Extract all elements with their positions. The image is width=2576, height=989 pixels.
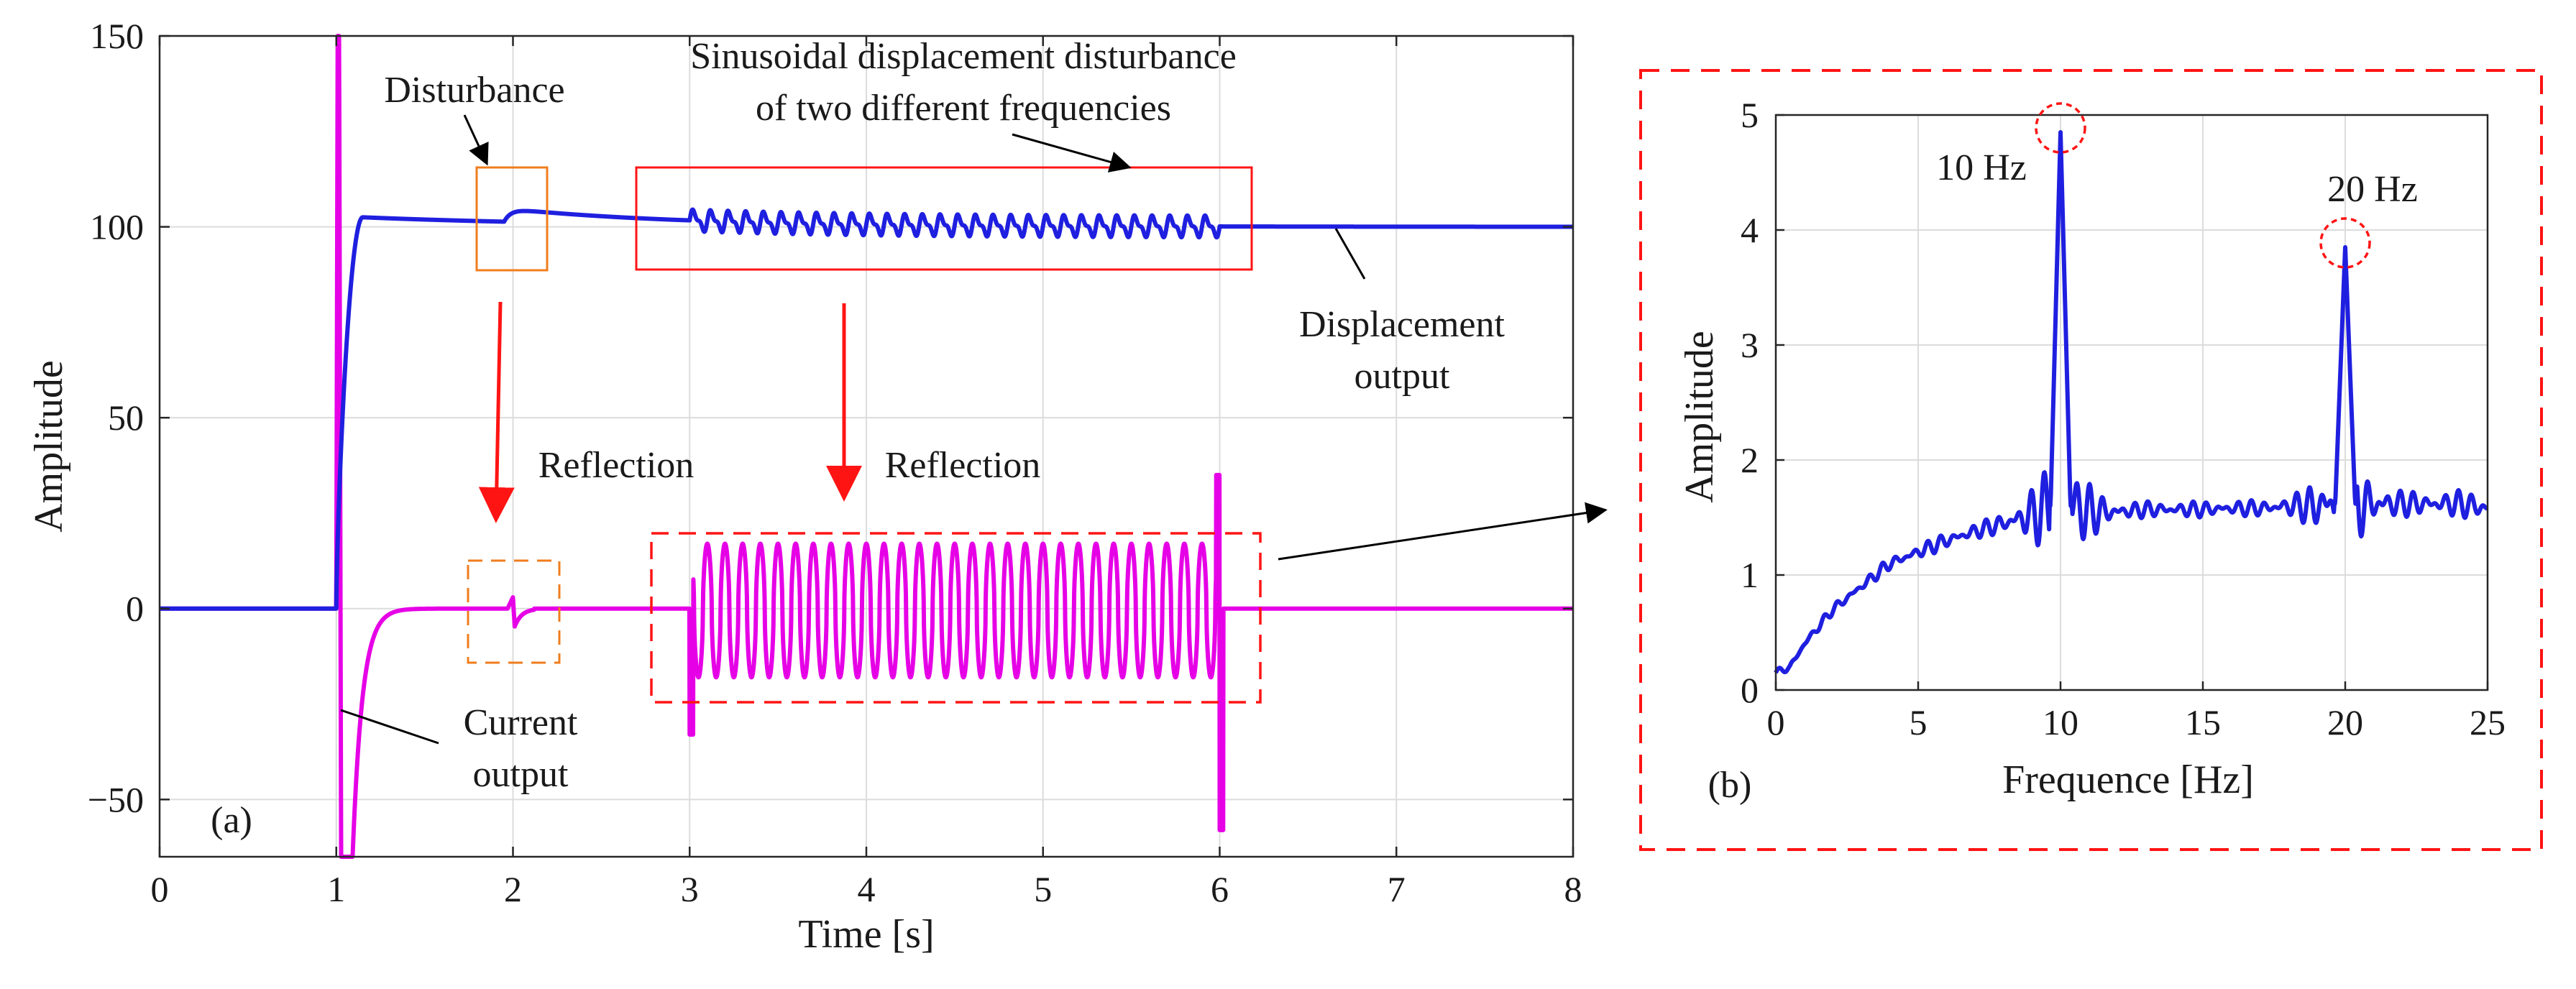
x-tick-label: 3: [681, 869, 699, 909]
y-tick-label: 2: [1741, 440, 1759, 480]
y-tick-label: 0: [1741, 670, 1759, 710]
grid-b: [1776, 115, 2488, 690]
y-axis-label-b: Amplitude: [1677, 331, 1722, 503]
ticks-a: 0 1 2 3 4 5 6 7 8 −50 0 50 100 150: [88, 16, 1582, 909]
current-label-line1: Current: [464, 702, 578, 743]
reflection-label-left: Reflection: [538, 445, 695, 486]
reflection-label-right: Reflection: [885, 445, 1041, 486]
sinusoidal-label-line2: of two different frequencies: [756, 88, 1171, 129]
panel-label-a: (a): [211, 800, 252, 841]
y-tick-label: 4: [1741, 210, 1759, 250]
disturbance-pointer: [463, 114, 489, 166]
panel-b-frame: [1639, 69, 2543, 851]
spectrum-line: [1774, 130, 2490, 675]
y-tick-label: −50: [88, 779, 144, 819]
x-tick-label: 2: [504, 869, 522, 909]
y-axis-label-a: Amplitude: [27, 360, 71, 533]
sinusoidal-box: [635, 166, 1253, 271]
displacement-label-line1: Displacement: [1299, 304, 1505, 345]
x-tick-label: 7: [1388, 869, 1406, 909]
y-tick-label: 100: [90, 207, 144, 247]
x-tick-label: 10: [2043, 702, 2078, 742]
panel-b: 0 5 10 15 20 25 0 1 2 3 4 5 10 Hz 20 Hz Frequence [H…: [1639, 69, 2543, 851]
peak-label-0: 10 Hz: [1936, 147, 2027, 188]
x-tick-label: 5: [1910, 702, 1928, 742]
x-tick-label: 5: [1034, 869, 1052, 909]
x-tick-label: 8: [1564, 869, 1582, 909]
series-b: [1774, 130, 2490, 675]
y-tick-label: 50: [108, 397, 144, 438]
displacement-pointer: [1334, 228, 1366, 280]
current-disturbance-box: [467, 559, 561, 664]
x-axis-label-a: Time [s]: [798, 912, 934, 957]
x-tick-label: 0: [151, 869, 169, 909]
x-tick-label: 15: [2185, 702, 2221, 742]
y-tick-label: 150: [90, 16, 144, 56]
zoom-connector-arrow: [1278, 502, 1608, 561]
x-tick-label: 25: [2470, 702, 2506, 742]
x-tick-label: 1: [327, 869, 345, 909]
x-tick-label: 0: [1767, 702, 1785, 742]
x-tick-label: 20: [2327, 702, 2363, 742]
current-oscillation-box: [650, 532, 1262, 704]
reflection-arrow-left: [478, 301, 515, 523]
disturbance-label: Disturbance: [384, 70, 564, 111]
y-tick-label: 1: [1741, 555, 1759, 595]
current-pointer: [340, 709, 439, 745]
panel-a: 0 1 2 3 4 5 6 7 8 −50 0 50 100 150 Disturbance Sinuso…: [27, 16, 1582, 957]
x-axis-label-b: Frequence [Hz]: [2002, 758, 2254, 802]
peak-label-1: 20 Hz: [2327, 169, 2418, 210]
peak-circle-1: [2319, 217, 2371, 269]
current-label-line2: output: [473, 754, 569, 795]
y-tick-label: 3: [1741, 325, 1759, 365]
peak-markers: 10 Hz 20 Hz: [1936, 102, 2418, 269]
panel-label-b: (b): [1708, 765, 1752, 806]
sinusoidal-pointer: [1012, 133, 1132, 172]
current-output-line: [157, 34, 1575, 859]
sinusoidal-label-line1: Sinusoidal displacement disturbance: [690, 36, 1237, 77]
x-tick-label: 6: [1211, 869, 1229, 909]
axes-frame-b: [1774, 114, 2489, 691]
y-tick-label: 0: [126, 589, 144, 629]
peak-circle-0: [2035, 102, 2086, 154]
disturbance-box: [475, 166, 549, 272]
series-a: [157, 34, 1575, 859]
displacement-label-line2: output: [1355, 356, 1450, 397]
displacement-output-line: [157, 207, 1575, 611]
ticks-b: 0 5 10 15 20 25 0 1 2 3 4 5: [1741, 95, 2506, 742]
y-tick-label: 5: [1741, 95, 1759, 135]
plot-area-b: [1776, 115, 2488, 690]
x-tick-label: 4: [858, 869, 876, 909]
